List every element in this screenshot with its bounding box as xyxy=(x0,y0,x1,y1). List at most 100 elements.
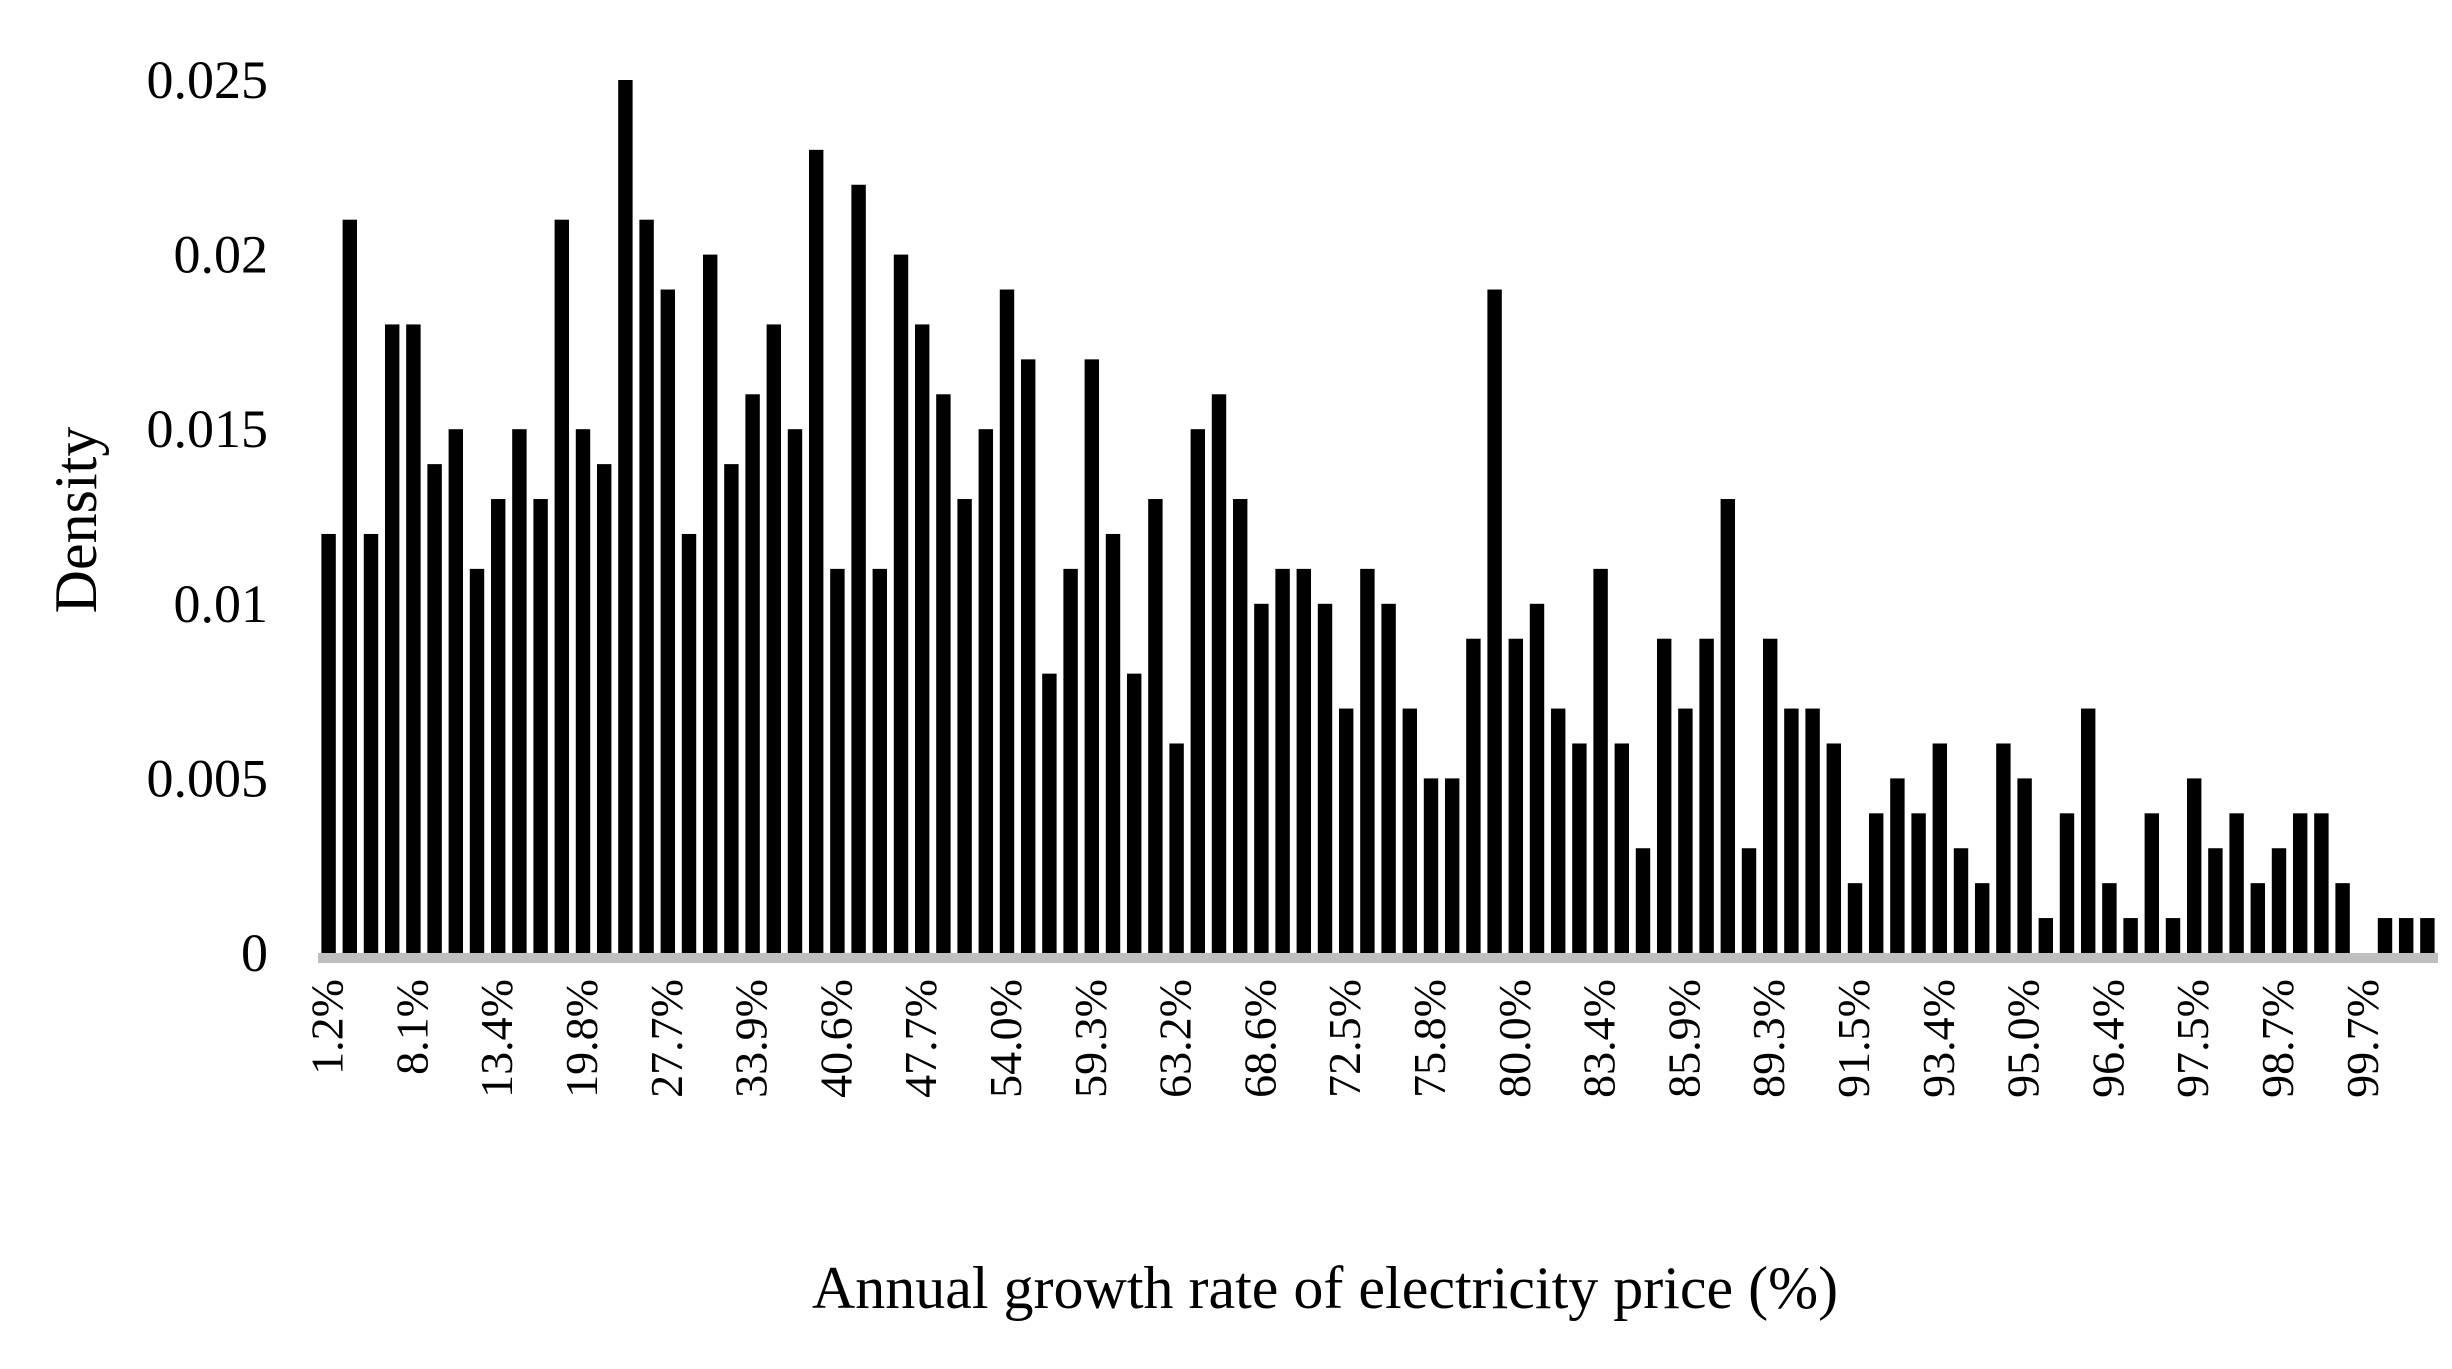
y-tick-label: 0.005 xyxy=(147,748,269,808)
bar xyxy=(1996,743,2011,953)
bar xyxy=(681,533,697,953)
x-tick-label: 19.8% xyxy=(556,979,607,1098)
bar xyxy=(851,184,866,953)
x-tick-label: 1.2% xyxy=(302,979,353,1075)
bar xyxy=(1953,848,1969,953)
bar xyxy=(618,80,633,953)
bar xyxy=(1296,568,1312,953)
x-tick-label: 99.7% xyxy=(2337,979,2388,1098)
x-tick-label: 93.4% xyxy=(1913,979,1964,1098)
bar xyxy=(1911,813,1926,953)
bar xyxy=(745,394,760,953)
bar xyxy=(1890,778,1905,953)
bar xyxy=(1656,638,1672,953)
bar xyxy=(512,429,527,953)
bar xyxy=(1338,708,1354,953)
x-tick-label: 96.4% xyxy=(2082,979,2133,1098)
bar xyxy=(1932,743,1948,953)
bar xyxy=(2144,813,2160,953)
bar xyxy=(1232,499,1248,953)
x-tick-label: 97.5% xyxy=(2167,979,2218,1098)
bar xyxy=(1784,708,1799,953)
x-tick-label: 13.4% xyxy=(471,979,522,1098)
bar xyxy=(808,149,824,954)
bar xyxy=(533,499,548,953)
bar xyxy=(914,324,930,953)
bar xyxy=(596,464,612,953)
bar xyxy=(2208,848,2223,953)
bar xyxy=(1423,778,1439,953)
x-tick-label: 80.0% xyxy=(1489,979,1540,1098)
bar xyxy=(1805,708,1820,953)
bar xyxy=(1402,708,1418,953)
bar xyxy=(1042,673,1057,953)
bar xyxy=(893,254,909,954)
x-tick-label: 95.0% xyxy=(1998,979,2049,1098)
bar xyxy=(1974,883,1990,953)
bar xyxy=(2292,813,2308,953)
x-tick-label: 85.9% xyxy=(1658,979,1709,1098)
bar xyxy=(1020,359,1036,953)
x-tick-label: 59.3% xyxy=(1065,979,1116,1098)
bar xyxy=(2017,778,2032,953)
bar xyxy=(1699,638,1714,953)
bar xyxy=(1550,708,1566,953)
x-tick-label: 75.8% xyxy=(1404,979,1455,1098)
bar xyxy=(1254,603,1269,953)
bar xyxy=(787,429,803,953)
bar xyxy=(384,324,400,953)
bar xyxy=(1678,708,1693,953)
x-tick-label: 91.5% xyxy=(1828,979,1879,1098)
x-tick-label: 27.7% xyxy=(641,979,692,1098)
bar xyxy=(957,499,972,953)
bar xyxy=(554,219,570,953)
bar xyxy=(1190,429,1206,953)
x-tick-label: 83.4% xyxy=(1574,979,1625,1098)
y-axis-ticks: 0 0.005 0.01 0.015 0.02 0.025 xyxy=(147,50,269,983)
bar xyxy=(1084,359,1100,953)
bar xyxy=(469,568,485,953)
bar xyxy=(766,324,782,953)
x-tick-label: 89.3% xyxy=(1743,979,1794,1098)
bar xyxy=(1466,638,1481,953)
bar xyxy=(321,533,336,953)
bar xyxy=(2335,883,2350,953)
bar xyxy=(1063,568,1078,953)
bar xyxy=(1360,568,1375,953)
bar xyxy=(1593,568,1608,953)
bar xyxy=(363,533,379,953)
bar xyxy=(2080,708,2096,953)
bar xyxy=(2314,813,2329,953)
bar xyxy=(1572,743,1587,953)
x-tick-label: 68.6% xyxy=(1234,979,1285,1098)
bar xyxy=(342,219,358,953)
y-axis-title: Density xyxy=(43,427,109,614)
bar xyxy=(2038,918,2054,953)
bar xyxy=(448,429,464,953)
x-tick-label: 54.0% xyxy=(980,979,1031,1098)
bar xyxy=(1126,673,1142,953)
bar xyxy=(1635,848,1651,953)
bar xyxy=(702,254,718,954)
bar xyxy=(999,289,1015,953)
y-tick-label: 0.01 xyxy=(174,574,269,634)
bar xyxy=(639,219,654,953)
bar xyxy=(1275,568,1290,953)
x-tick-label: 40.6% xyxy=(810,979,861,1098)
bars-group xyxy=(321,80,2435,954)
bar xyxy=(724,464,739,953)
bar xyxy=(660,289,676,953)
bar xyxy=(1381,603,1396,953)
bar xyxy=(2229,813,2244,953)
bar xyxy=(1508,638,1524,953)
x-tick-label: 98.7% xyxy=(2252,979,2303,1098)
bar xyxy=(2250,883,2266,953)
bar xyxy=(2398,918,2414,953)
bar xyxy=(1105,533,1121,953)
x-tick-label: 33.9% xyxy=(726,979,777,1098)
x-tick-label: 63.2% xyxy=(1150,979,1201,1098)
bar xyxy=(406,324,421,953)
x-tick-label: 47.7% xyxy=(895,979,946,1098)
bar xyxy=(575,429,591,953)
